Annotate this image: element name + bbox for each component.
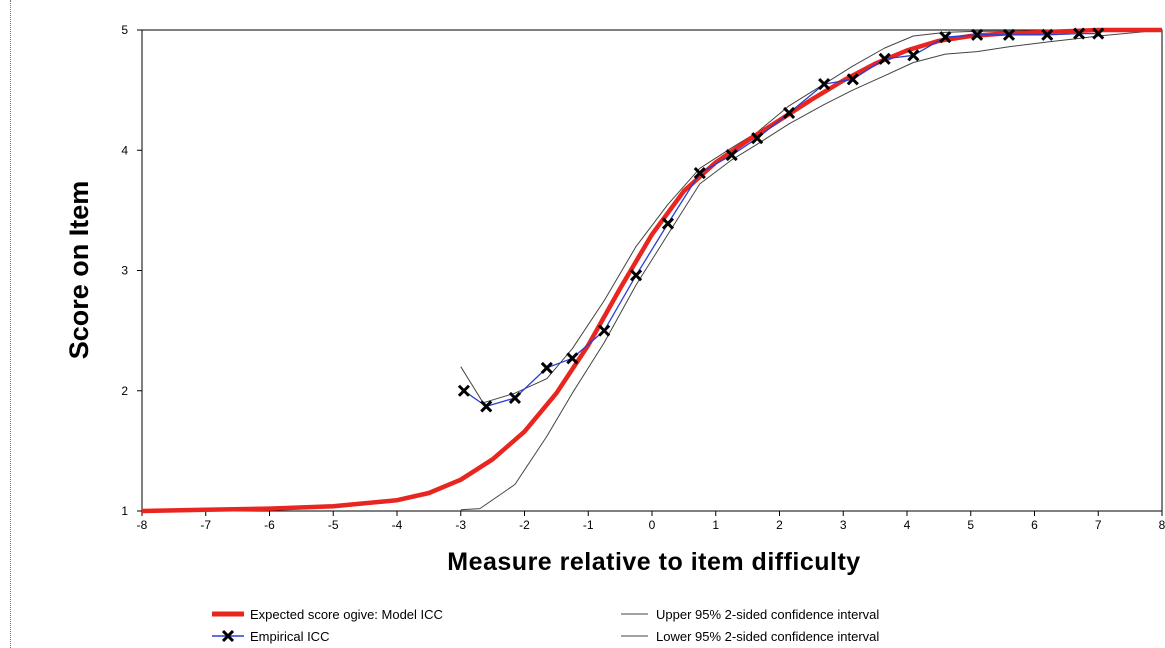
empirical-icc-point xyxy=(939,31,952,44)
x-tick-label: 1 xyxy=(712,518,719,532)
x-tick-label: -4 xyxy=(392,518,403,532)
series-line-upper-95-2-sided-confidence-interval xyxy=(460,29,1162,404)
empirical-icc-point xyxy=(480,400,493,413)
empirical-icc-point xyxy=(1073,27,1086,40)
x-tick-label: 6 xyxy=(1031,518,1038,532)
empirical-icc-point xyxy=(598,324,611,337)
x-tick-label: 0 xyxy=(649,518,656,532)
x-tick-label: -6 xyxy=(264,518,275,532)
plot-area xyxy=(141,29,1163,512)
axis-ticks: -8 -7 -6 -5 -4 -3 -2 -1 0 1 2 3 4 5 6 7 8 1 2 3 4 5 xyxy=(121,23,1165,532)
empirical-icc-point xyxy=(661,217,674,230)
empirical-icc-point xyxy=(457,384,470,397)
x-tick-label: -2 xyxy=(519,518,530,532)
x-tick-label: -5 xyxy=(328,518,339,532)
legend-label-upper-ci: Upper 95% 2-sided confidence interval xyxy=(656,607,879,622)
empirical-icc-point xyxy=(1041,28,1054,41)
empirical-icc-point xyxy=(1002,28,1016,41)
frame-border xyxy=(10,0,11,648)
x-tick-label: 4 xyxy=(904,518,911,532)
legend-marker-empirical-icc xyxy=(221,629,235,643)
empirical-icc-point xyxy=(540,361,553,374)
x-tick-label: 2 xyxy=(776,518,783,532)
empirical-icc-point xyxy=(846,73,859,86)
legend: Expected score ogive: Model ICC Empirica… xyxy=(212,607,879,644)
x-tick-label: -7 xyxy=(200,518,211,532)
x-tick-label: -3 xyxy=(455,518,466,532)
series-line-empirical-icc xyxy=(463,32,1099,408)
empirical-icc-point xyxy=(725,148,738,162)
empirical-icc-point xyxy=(818,78,831,91)
series-line-lower-95-2-sided-confidence-interval xyxy=(460,29,1163,511)
x-tick-label: 5 xyxy=(967,518,974,532)
empirical-icc-point xyxy=(630,269,643,282)
x-tick-label: 3 xyxy=(840,518,847,532)
empirical-icc-point xyxy=(971,28,984,41)
x-axis-label: Measure relative to item difficulty xyxy=(447,548,860,576)
empirical-icc-point xyxy=(1092,27,1105,40)
legend-label-empirical-icc: Empirical ICC xyxy=(250,629,329,644)
legend-label-model-icc: Expected score ogive: Model ICC xyxy=(250,607,443,622)
y-tick-label: 3 xyxy=(121,264,128,278)
plot-frame xyxy=(141,29,1163,512)
x-tick-label: -1 xyxy=(583,518,594,532)
y-tick-label: 1 xyxy=(121,504,128,518)
series-layer xyxy=(141,27,1163,514)
empirical-icc-point xyxy=(508,391,521,405)
x-tick-label: -8 xyxy=(137,518,148,532)
y-axis-label: Score on Item xyxy=(64,181,94,360)
empirical-icc-point xyxy=(878,52,891,65)
y-tick-label: 4 xyxy=(121,143,128,157)
series-line-expected-score-ogive-model-icc xyxy=(141,27,1162,514)
empirical-icc-point xyxy=(907,49,920,62)
empirical-icc-point xyxy=(693,167,706,180)
empirical-icc-point xyxy=(751,132,764,145)
empirical-icc-point xyxy=(566,352,579,365)
y-tick-label: 5 xyxy=(121,23,128,37)
x-tick-label: 7 xyxy=(1095,518,1102,532)
y-tick-label: 2 xyxy=(121,384,128,398)
empirical-icc-point xyxy=(783,106,796,120)
legend-label-lower-ci: Lower 95% 2-sided confidence interval xyxy=(656,629,879,644)
x-tick-label: 8 xyxy=(1159,518,1165,532)
